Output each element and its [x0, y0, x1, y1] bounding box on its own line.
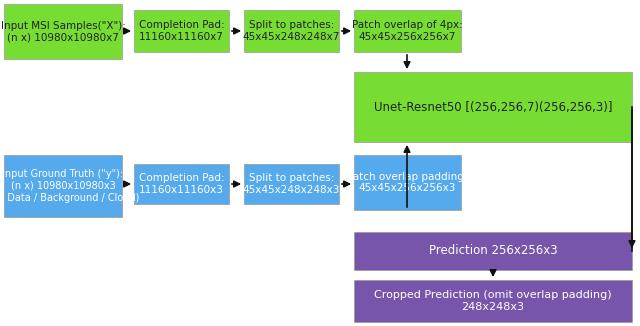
Text: Completion Pad:
11160x11160x3: Completion Pad: 11160x11160x3	[139, 173, 224, 195]
FancyBboxPatch shape	[4, 4, 122, 59]
FancyBboxPatch shape	[354, 155, 461, 210]
Text: Input MSI Samples("X"):
(n x) 10980x10980x7: Input MSI Samples("X"): (n x) 10980x1098…	[1, 21, 125, 42]
Text: Cropped Prediction (omit overlap padding)
248x248x3: Cropped Prediction (omit overlap padding…	[374, 290, 612, 312]
FancyBboxPatch shape	[244, 10, 339, 52]
Text: Completion Pad:
11160x11160x7: Completion Pad: 11160x11160x7	[139, 20, 224, 42]
FancyBboxPatch shape	[354, 10, 461, 52]
FancyBboxPatch shape	[134, 164, 229, 204]
FancyBboxPatch shape	[354, 232, 632, 270]
Text: Patch overlap padding:
45x45x256x256x3: Patch overlap padding: 45x45x256x256x3	[348, 172, 468, 193]
Text: Unet-Resnet50 [(256,256,7)(256,256,3)]: Unet-Resnet50 [(256,256,7)(256,256,3)]	[374, 100, 612, 113]
FancyBboxPatch shape	[4, 155, 122, 217]
Text: Input Ground Truth ("y"):
(n x) 10980x10980x3
(No Data / Background / Cloud): Input Ground Truth ("y"): (n x) 10980x10…	[0, 170, 139, 202]
FancyBboxPatch shape	[134, 10, 229, 52]
FancyBboxPatch shape	[354, 72, 632, 142]
Text: Patch overlap of 4px:
45x45x256x256x7: Patch overlap of 4px: 45x45x256x256x7	[352, 20, 463, 42]
FancyBboxPatch shape	[354, 280, 632, 322]
Text: Split to patches:
45x45x248x248x7: Split to patches: 45x45x248x248x7	[243, 20, 340, 42]
Text: Prediction 256x256x3: Prediction 256x256x3	[429, 244, 557, 258]
FancyBboxPatch shape	[244, 164, 339, 204]
Text: Split to patches:
45x45x248x248x3: Split to patches: 45x45x248x248x3	[243, 173, 340, 195]
